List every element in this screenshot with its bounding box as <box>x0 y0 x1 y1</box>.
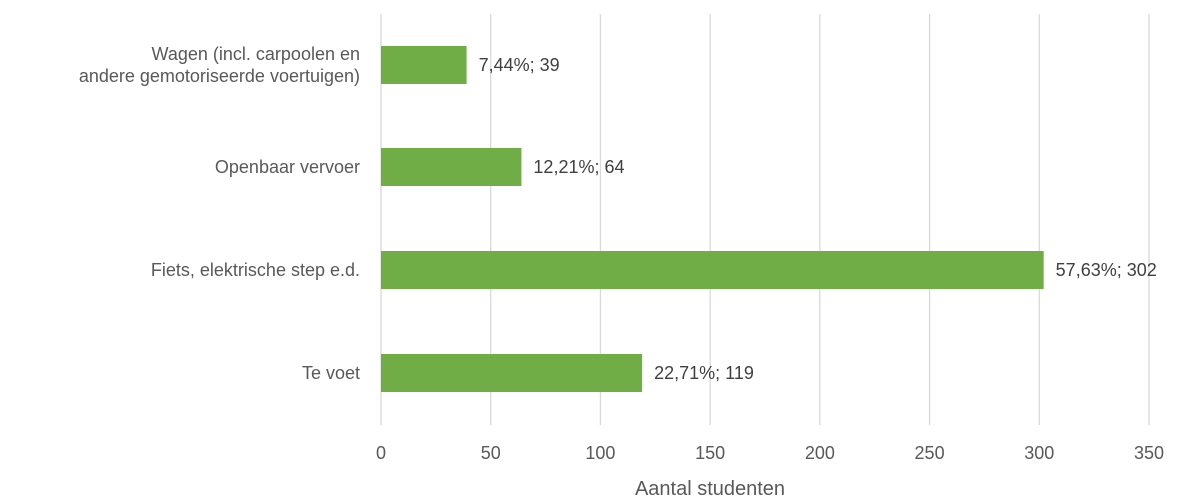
data-label: 7,44%; 39 <box>479 55 560 75</box>
x-tick-label: 100 <box>585 443 615 463</box>
category-label: Wagen (incl. carpoolen en andere gemotori… <box>79 44 360 86</box>
x-tick-label: 150 <box>695 443 725 463</box>
gridlines <box>380 14 1150 425</box>
x-tick-label: 250 <box>915 443 945 463</box>
data-label: 22,71%; 119 <box>654 363 754 383</box>
x-axis-title: Aantal studenten <box>635 478 785 500</box>
bar <box>381 251 1044 289</box>
bar <box>381 148 522 186</box>
data-label: 12,21%; 64 <box>533 157 624 177</box>
category-label: Openbaar vervoer <box>215 157 360 177</box>
bar <box>381 354 643 392</box>
bars <box>381 46 1044 392</box>
x-tick-label: 300 <box>1024 443 1054 463</box>
bar <box>381 46 467 84</box>
data-label: 57,63%; 302 <box>1056 260 1157 280</box>
category-labels: Wagen (incl. carpoolen en andere gemotori… <box>79 44 360 383</box>
x-tick-label: 200 <box>805 443 835 463</box>
x-tick-label: 0 <box>376 443 386 463</box>
category-label: Fiets, elektrische step e.d. <box>151 260 360 280</box>
data-labels: 7,44%; 39 12,21%; 64 57,63%; 302 22,71%; 11… <box>479 55 1157 383</box>
x-tick-label: 50 <box>481 443 501 463</box>
x-tick-label: 350 <box>1134 443 1164 463</box>
category-label: Te voet <box>302 363 360 383</box>
x-tick-labels: 0 50 100 150 200 250 300 350 <box>376 443 1164 463</box>
